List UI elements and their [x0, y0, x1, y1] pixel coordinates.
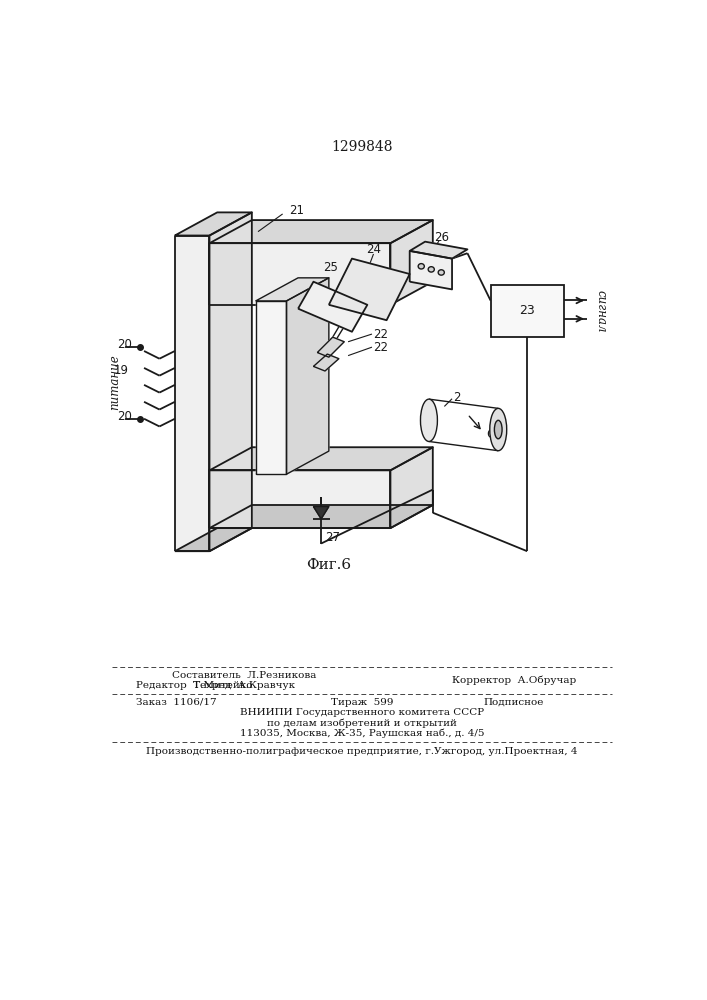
- Text: ВНИИПИ Государственного комитета СССР: ВНИИПИ Государственного комитета СССР: [240, 708, 484, 717]
- Polygon shape: [409, 242, 467, 259]
- Text: Q: Q: [486, 428, 496, 441]
- Polygon shape: [329, 259, 409, 320]
- Text: Редактор  Т.Митейко: Редактор Т.Митейко: [136, 681, 253, 690]
- Text: сигнал: сигнал: [595, 290, 607, 332]
- Polygon shape: [256, 278, 329, 301]
- Polygon shape: [313, 354, 339, 371]
- Ellipse shape: [490, 408, 507, 451]
- Text: 27: 27: [325, 531, 340, 544]
- Polygon shape: [209, 505, 433, 528]
- Polygon shape: [298, 282, 368, 332]
- Text: 2: 2: [454, 391, 461, 404]
- Polygon shape: [390, 447, 433, 528]
- Polygon shape: [175, 235, 209, 551]
- Polygon shape: [209, 470, 390, 528]
- Text: Корректор  А.Обручар: Корректор А.Обручар: [452, 676, 575, 685]
- Ellipse shape: [418, 264, 424, 269]
- Text: Заказ  1106/17: Заказ 1106/17: [136, 698, 217, 707]
- FancyBboxPatch shape: [491, 285, 563, 337]
- Ellipse shape: [428, 267, 434, 272]
- Polygon shape: [209, 212, 252, 551]
- Text: Производственно-полиграфическое предприятие, г.Ужгород, ул.Проектная, 4: Производственно-полиграфическое предприя…: [146, 747, 578, 756]
- Ellipse shape: [438, 270, 444, 275]
- Text: по делам изобретений и открытий: по делам изобретений и открытий: [267, 718, 457, 728]
- Polygon shape: [409, 251, 452, 289]
- Ellipse shape: [421, 399, 438, 441]
- Polygon shape: [390, 220, 433, 305]
- Text: Подписное: Подписное: [484, 698, 544, 707]
- Text: Тираж  599: Тираж 599: [331, 698, 393, 707]
- Text: 20: 20: [117, 410, 132, 423]
- Text: 113035, Москва, Ж-35, Раушская наб., д. 4/5: 113035, Москва, Ж-35, Раушская наб., д. …: [240, 728, 484, 738]
- Polygon shape: [209, 243, 390, 305]
- Text: Фиг.6: Фиг.6: [306, 558, 351, 572]
- Polygon shape: [256, 301, 286, 474]
- Polygon shape: [209, 220, 433, 243]
- Text: 22: 22: [373, 341, 389, 354]
- Polygon shape: [209, 447, 433, 470]
- Text: 23: 23: [519, 304, 535, 317]
- Text: 21: 21: [288, 204, 304, 217]
- Ellipse shape: [494, 420, 502, 439]
- Polygon shape: [175, 528, 252, 551]
- Text: Составитель  Л.Резникова: Составитель Л.Резникова: [172, 671, 316, 680]
- Polygon shape: [175, 212, 252, 235]
- Polygon shape: [286, 278, 329, 474]
- Polygon shape: [317, 337, 344, 357]
- Text: Техред  А.Кравчук: Техред А.Кравчук: [193, 681, 296, 690]
- Text: 19: 19: [114, 364, 129, 377]
- Text: 22: 22: [373, 328, 389, 341]
- Text: питание: питание: [108, 354, 122, 410]
- Text: 25: 25: [323, 261, 338, 274]
- Text: 1299848: 1299848: [331, 140, 392, 154]
- Text: 24: 24: [366, 243, 381, 256]
- Text: 20: 20: [117, 338, 132, 351]
- Text: 26: 26: [434, 231, 449, 244]
- Polygon shape: [313, 507, 329, 519]
